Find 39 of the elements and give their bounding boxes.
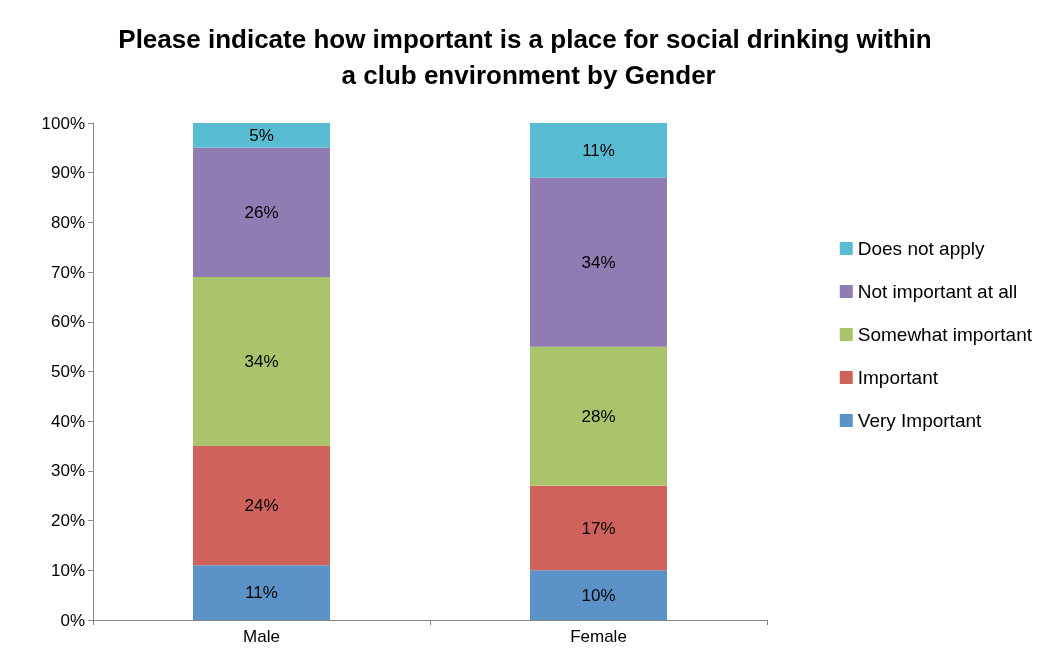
bar (193, 565, 330, 620)
y-tick-label: 80% (50, 212, 85, 232)
bar (530, 346, 667, 486)
chart-title: Please indicate how important is a place for social drinking within a club environment by Gender (118, 24, 932, 90)
y-tick-label: 10% (50, 560, 85, 580)
data-label: 11% (245, 583, 278, 603)
legend-label: Not important at all (857, 281, 1018, 302)
x-tick-label: Female (570, 627, 627, 646)
legend-label: Very Important (857, 410, 983, 431)
bar (530, 570, 667, 620)
y-tick-label: 90% (50, 163, 85, 183)
legend-label: Somewhat important (857, 324, 1033, 345)
data-label: 34% (581, 252, 616, 272)
bar (530, 177, 667, 347)
bar (193, 147, 330, 278)
bar (530, 123, 667, 178)
y-tick-label: 60% (50, 312, 85, 332)
bar (193, 277, 330, 447)
data-label: 10% (581, 585, 616, 605)
data-label: 5% (249, 125, 274, 145)
legend-label: Important (857, 367, 939, 388)
y-tick-label: 50% (50, 362, 85, 381)
bar (193, 123, 330, 148)
bar (530, 485, 667, 571)
bar (193, 446, 330, 566)
y-tick-label: 100% (41, 113, 85, 133)
data-label: 17% (581, 518, 616, 538)
x-tick-label: Male (243, 627, 280, 646)
data-label: 24% (244, 496, 279, 516)
legend-label: Does not apply (857, 238, 985, 259)
y-tick-label: 20% (50, 511, 85, 531)
y-tick-label: 70% (50, 262, 85, 282)
data-label: 11% (582, 140, 615, 160)
data-label: 28% (581, 406, 616, 426)
y-tick-label: 0% (60, 610, 85, 630)
y-tick-label: 40% (50, 411, 85, 431)
data-label: 26% (244, 202, 279, 222)
y-tick-label: 30% (50, 461, 85, 481)
data-label: 34% (244, 352, 279, 372)
